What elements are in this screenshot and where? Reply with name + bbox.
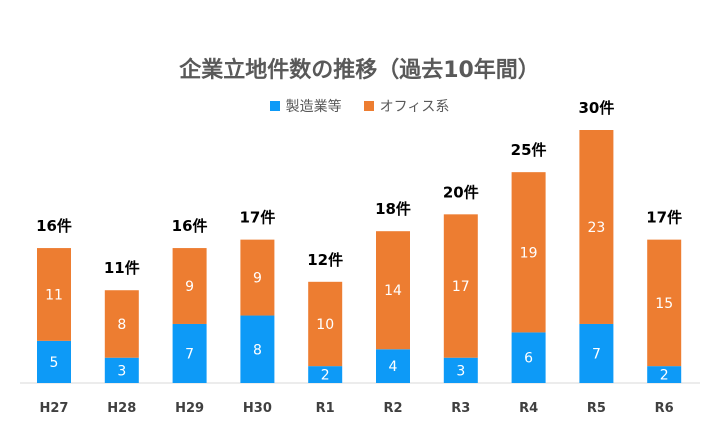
bar-office-R3 xyxy=(443,214,478,358)
data-label-manufacturing-H27: 5 xyxy=(50,355,59,371)
bar-manufacturing-H30 xyxy=(240,315,275,383)
bar-office-R5 xyxy=(579,130,614,324)
bar-manufacturing-H28 xyxy=(104,357,139,383)
bar-manufacturing-R1 xyxy=(308,366,343,383)
data-label-manufacturing-H30: 8 xyxy=(253,342,262,358)
total-label-H27: 16件 xyxy=(36,217,72,235)
category-label-H28: H28 xyxy=(107,401,136,416)
bar-manufacturing-R2 xyxy=(376,349,410,383)
bar-office-H30 xyxy=(240,239,275,316)
legend-item-manufacturing: 製造業等 xyxy=(269,96,342,116)
total-label-R6: 17件 xyxy=(646,209,682,227)
bar-office-R1 xyxy=(308,281,343,367)
category-label-H29: H29 xyxy=(175,401,204,416)
data-label-manufacturing-H28: 3 xyxy=(117,363,126,379)
category-label-H27: H27 xyxy=(40,401,69,416)
category-label-R6: R6 xyxy=(655,401,674,416)
data-label-manufacturing-R1: 2 xyxy=(321,368,330,384)
bar-manufacturing-R3 xyxy=(443,357,478,383)
total-label-H28: 11件 xyxy=(104,259,140,277)
bar-manufacturing-R4 xyxy=(511,332,546,383)
total-label-H30: 17件 xyxy=(239,209,275,227)
data-label-office-R5: 23 xyxy=(587,220,605,236)
bar-manufacturing-H29 xyxy=(172,323,207,383)
legend-item-office: オフィス系 xyxy=(363,96,450,116)
bar-office-R6 xyxy=(647,239,682,367)
total-label-H29: 16件 xyxy=(172,217,208,235)
data-label-manufacturing-R2: 4 xyxy=(389,359,398,375)
total-label-R5: 30件 xyxy=(578,99,614,117)
category-label-R5: R5 xyxy=(587,401,606,416)
data-label-office-H29: 9 xyxy=(185,279,194,295)
data-label-office-R2: 14 xyxy=(384,283,402,299)
chart-title: 企業立地件数の推移（過去10年間） xyxy=(179,58,540,83)
bar-office-H29 xyxy=(172,248,207,324)
data-label-manufacturing-R6: 2 xyxy=(660,368,669,384)
data-label-manufacturing-R3: 3 xyxy=(456,363,465,379)
total-label-R3: 20件 xyxy=(443,183,479,201)
data-label-office-H27: 11 xyxy=(45,287,63,303)
data-label-office-H28: 8 xyxy=(117,317,126,333)
total-label-R2: 18件 xyxy=(375,200,411,218)
data-label-office-R4: 19 xyxy=(520,245,538,261)
data-label-office-H30: 9 xyxy=(253,271,262,287)
data-label-manufacturing-H29: 7 xyxy=(185,346,194,362)
legend-label-manufacturing: 製造業等 xyxy=(285,99,342,115)
category-label-R3: R3 xyxy=(451,401,470,416)
data-label-manufacturing-R5: 7 xyxy=(592,346,601,362)
data-label-office-R1: 10 xyxy=(316,317,334,333)
legend-swatch-office xyxy=(363,101,374,111)
category-label-R2: R2 xyxy=(383,401,402,416)
data-label-manufacturing-R4: 6 xyxy=(524,351,533,367)
bar-office-R2 xyxy=(376,231,410,350)
category-label-R1: R1 xyxy=(316,401,335,416)
total-label-R1: 12件 xyxy=(307,251,343,269)
bar-manufacturing-R5 xyxy=(579,323,614,383)
bar-manufacturing-R6 xyxy=(647,366,682,383)
category-label-H30: H30 xyxy=(243,401,272,416)
bar-office-R4 xyxy=(511,172,546,333)
bar-manufacturing-H27 xyxy=(37,340,71,383)
legend-label-office: オフィス系 xyxy=(379,99,450,115)
data-label-office-R6: 15 xyxy=(655,296,673,312)
data-label-office-R3: 17 xyxy=(452,279,470,295)
bar-office-H27 xyxy=(37,248,71,341)
legend-swatch-manufacturing xyxy=(269,101,280,111)
bar-office-H28 xyxy=(104,290,139,358)
total-label-R4: 25件 xyxy=(511,141,547,159)
category-label-R4: R4 xyxy=(519,401,538,416)
chart-legend: 製造業等 オフィス系 xyxy=(0,96,719,116)
